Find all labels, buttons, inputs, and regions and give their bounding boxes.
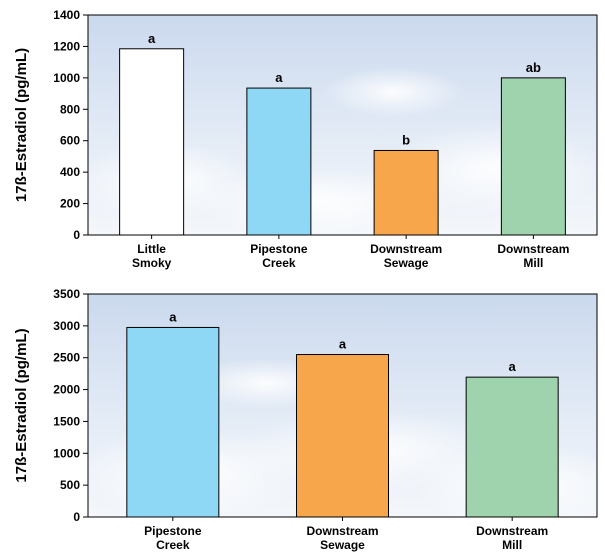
x-category-label: Pipestone Creek: [144, 524, 202, 552]
y-tick-label: 0: [73, 228, 80, 242]
x-category-label: Downstream Sewage: [370, 242, 442, 270]
x-category-label: Pipestone Creek: [250, 242, 308, 270]
bar-significance-label: ab: [526, 60, 541, 75]
chart-panel-1: 0 200 400 600 800 1000 1200 1400 17ß-Estradiol (…: [13, 8, 605, 270]
y-tick-label: 200: [60, 197, 80, 211]
y-tick-label: 1500: [53, 414, 80, 428]
bar-1: [119, 48, 185, 236]
bar-significance-label: b: [402, 132, 410, 147]
cloud-decoration: [323, 67, 464, 117]
bar-significance-label: a: [148, 31, 156, 46]
y-tick-label: 600: [60, 134, 80, 148]
bar-2: [296, 354, 389, 518]
bar-significance-label: a: [339, 337, 347, 352]
y-tick-label: 3000: [53, 319, 80, 333]
y-tick-label: 800: [60, 102, 80, 116]
y-tick-label: 1000: [53, 71, 80, 85]
bar-3: [373, 149, 439, 236]
y-axis-label: 17ß-Estradiol (pg/mL): [13, 328, 30, 482]
x-category-label: Downstream Sewage: [306, 524, 378, 552]
x-category-label: Little Smoky: [132, 242, 172, 270]
y-tick-label: 500: [60, 478, 80, 492]
x-category-label: Downstream Mill: [476, 524, 548, 552]
y-tick-label: 2000: [53, 383, 80, 397]
y-axis-label: 17ß-Estradiol (pg/mL): [13, 48, 30, 202]
y-tick-label: 2500: [53, 351, 80, 365]
y-tick-label: 1400: [53, 8, 80, 22]
bar-4: [500, 77, 566, 236]
bar-significance-label: a: [275, 70, 283, 85]
chart-panel-2: 0 500 1000 1500 2000 2500 3000 3500 17ß-Estradio…: [13, 287, 605, 552]
y-tick-label: 0: [73, 510, 80, 524]
bar-1: [126, 326, 220, 518]
y-tick-label: 400: [60, 165, 80, 179]
plot-frame: [87, 14, 598, 236]
bar-2: [246, 87, 312, 236]
y-tick-label: 1000: [53, 446, 80, 460]
bar-significance-label: a: [169, 309, 177, 324]
y-tick-label: 1200: [53, 39, 80, 53]
y-tick-label: 3500: [53, 287, 80, 301]
x-category-label: Downstream Mill: [497, 242, 569, 270]
bar-3: [465, 376, 559, 518]
bar-significance-label: a: [509, 359, 517, 374]
